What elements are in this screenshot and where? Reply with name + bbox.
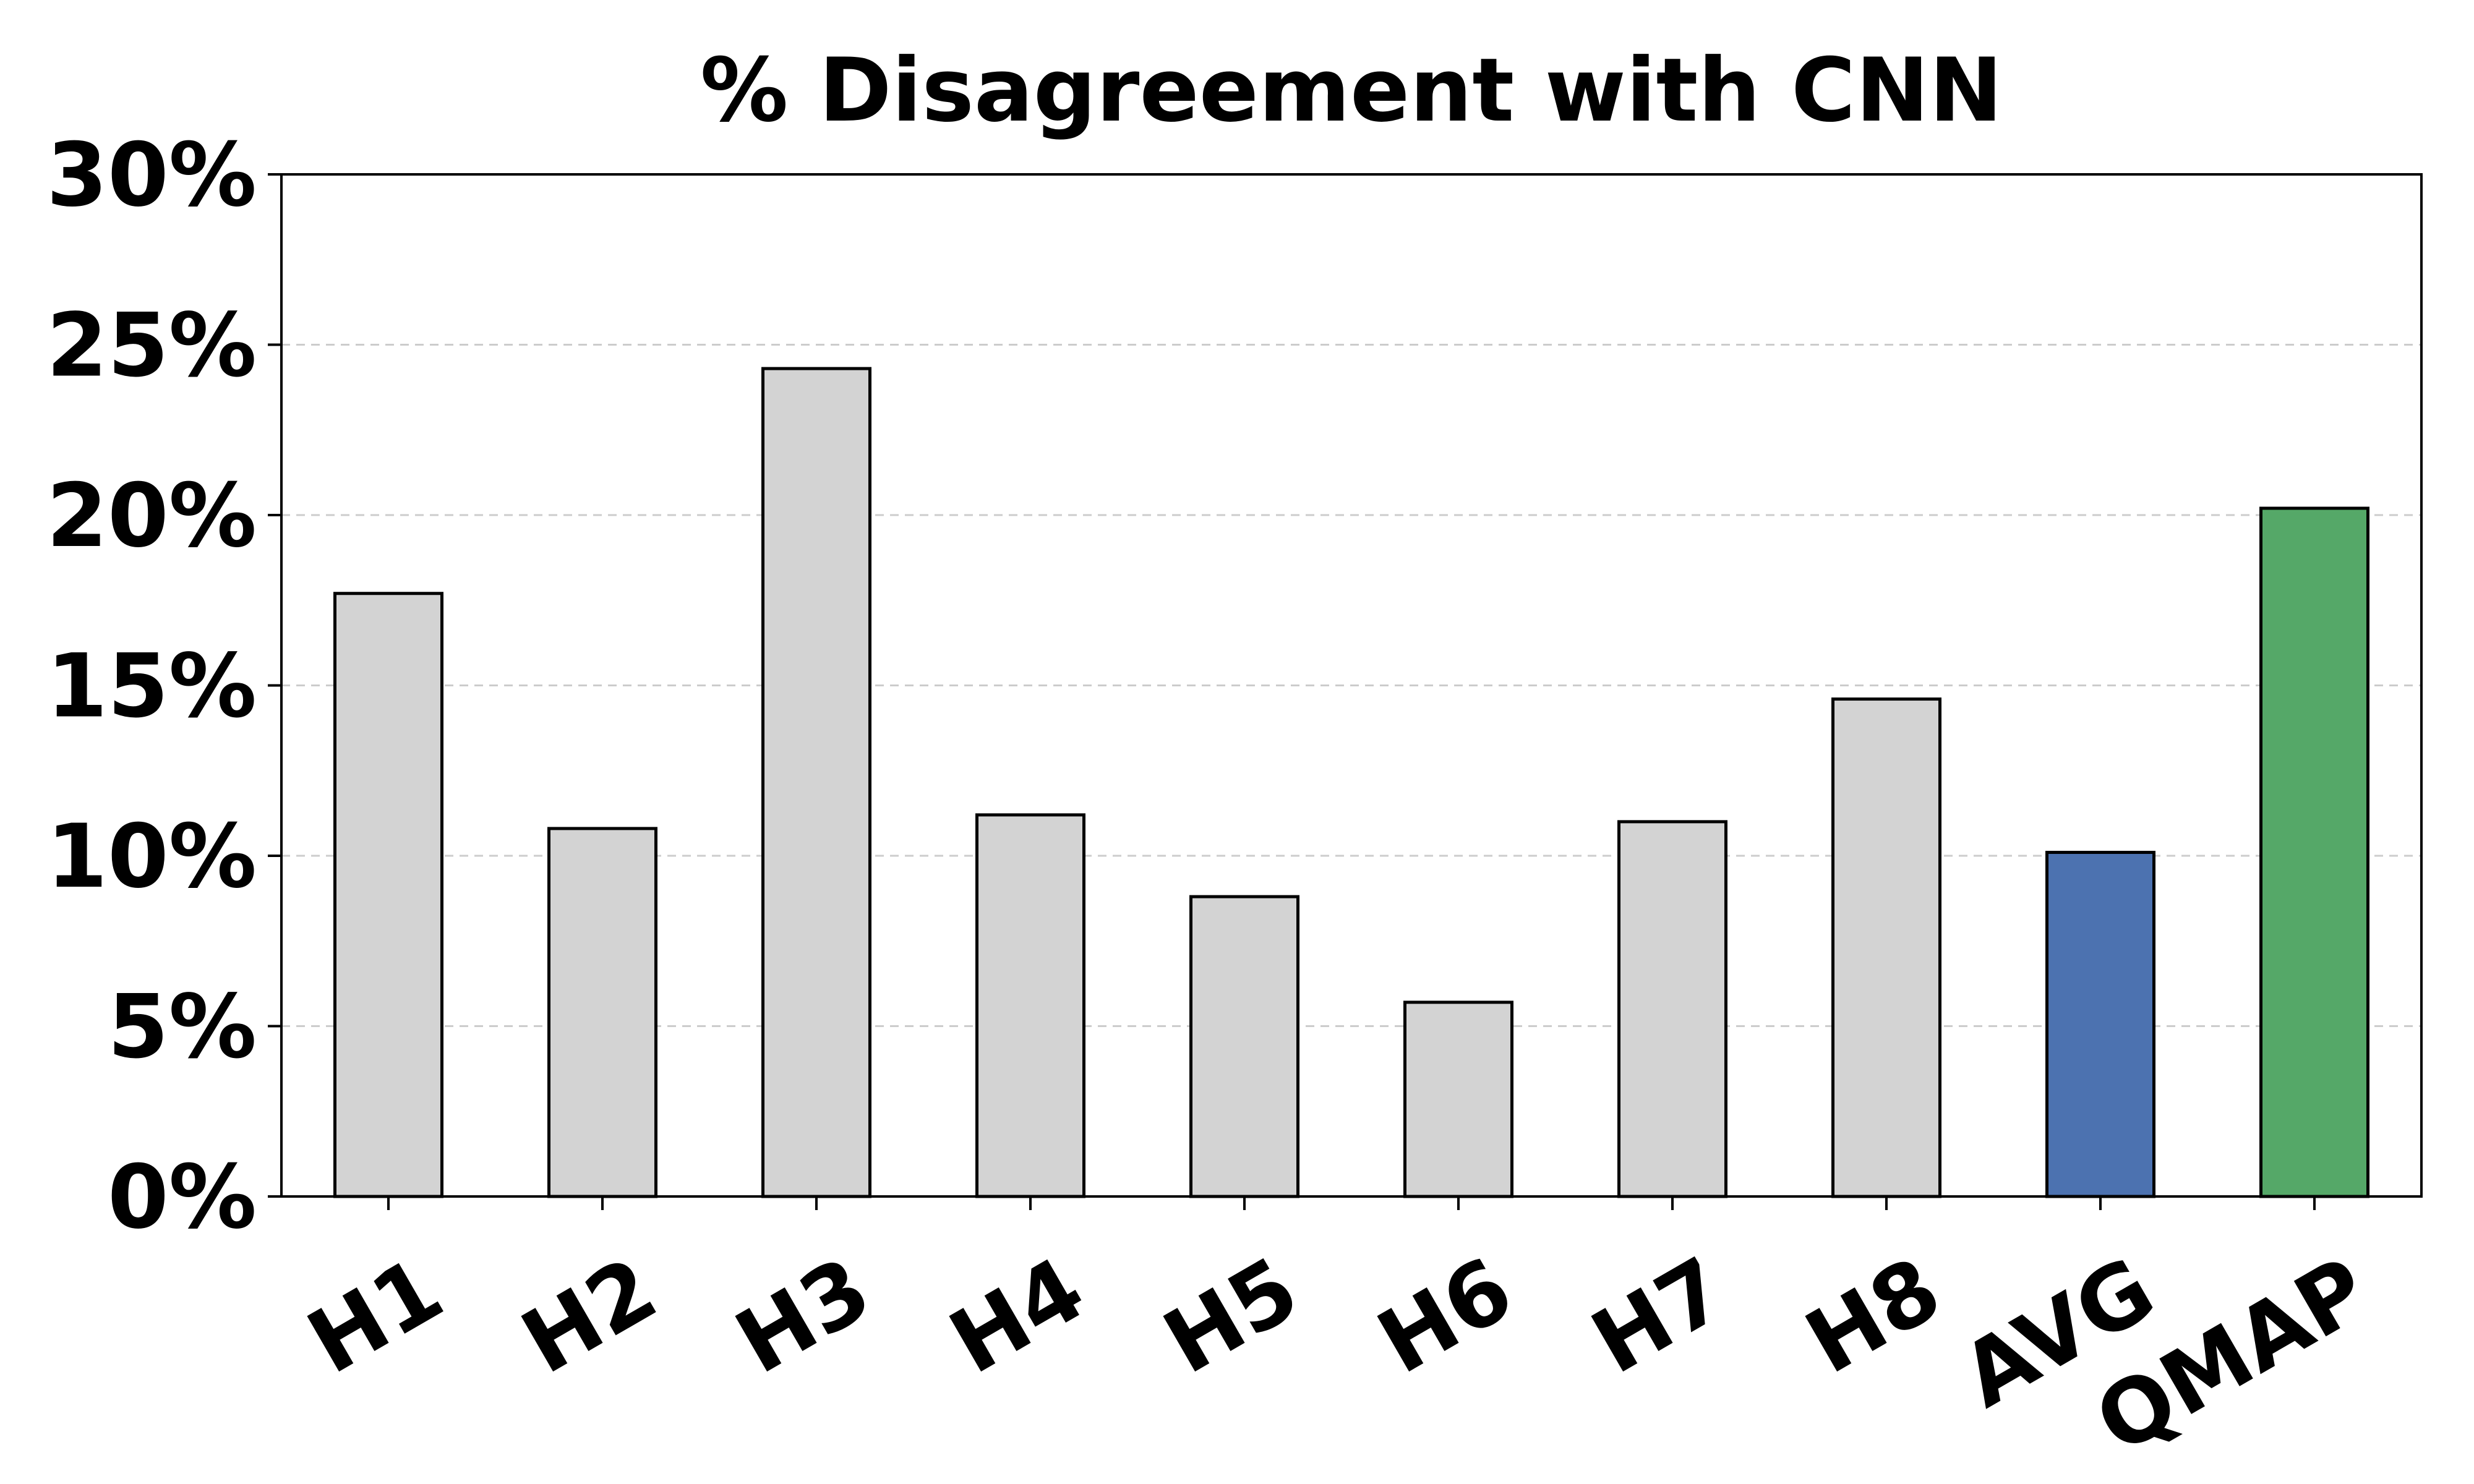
bar-h6: [1403, 1000, 1513, 1198]
x-tick-label: H1: [291, 1238, 459, 1394]
y-axis-ticks: 0% 5% 10% 15% 20% 25% 30%: [46, 124, 281, 1248]
x-tick-label: H7: [1575, 1238, 1743, 1394]
y-tick-label: 25%: [46, 295, 257, 397]
y-tick-label: 30%: [46, 124, 257, 226]
bar-h3: [761, 367, 871, 1198]
bar-avg: [2045, 850, 2155, 1198]
bar-h2: [547, 827, 657, 1198]
bar-h7: [1617, 820, 1727, 1198]
y-tick-label: 20%: [46, 465, 257, 567]
x-tick-label: H8: [1789, 1238, 1957, 1394]
x-tick-label: H4: [933, 1238, 1101, 1394]
bar-h4: [975, 813, 1085, 1198]
chart-title: % Disagreement with CNN: [700, 40, 2003, 142]
bar-h1: [333, 592, 443, 1198]
bar-h5: [1189, 895, 1299, 1198]
y-tick-label: 10%: [46, 806, 257, 908]
y-tick-label: 15%: [46, 636, 257, 738]
x-tick-label: H6: [1361, 1238, 1529, 1394]
bar-h8: [1831, 697, 1941, 1198]
y-tick-label: 0%: [108, 1146, 257, 1248]
y-tick-label: 5%: [108, 976, 257, 1078]
bar-qmap: [2259, 506, 2369, 1198]
x-tick-label: H5: [1147, 1238, 1315, 1394]
bars: [333, 367, 2369, 1198]
x-tick-label: H2: [505, 1238, 673, 1394]
x-tick-label: H3: [719, 1238, 887, 1394]
